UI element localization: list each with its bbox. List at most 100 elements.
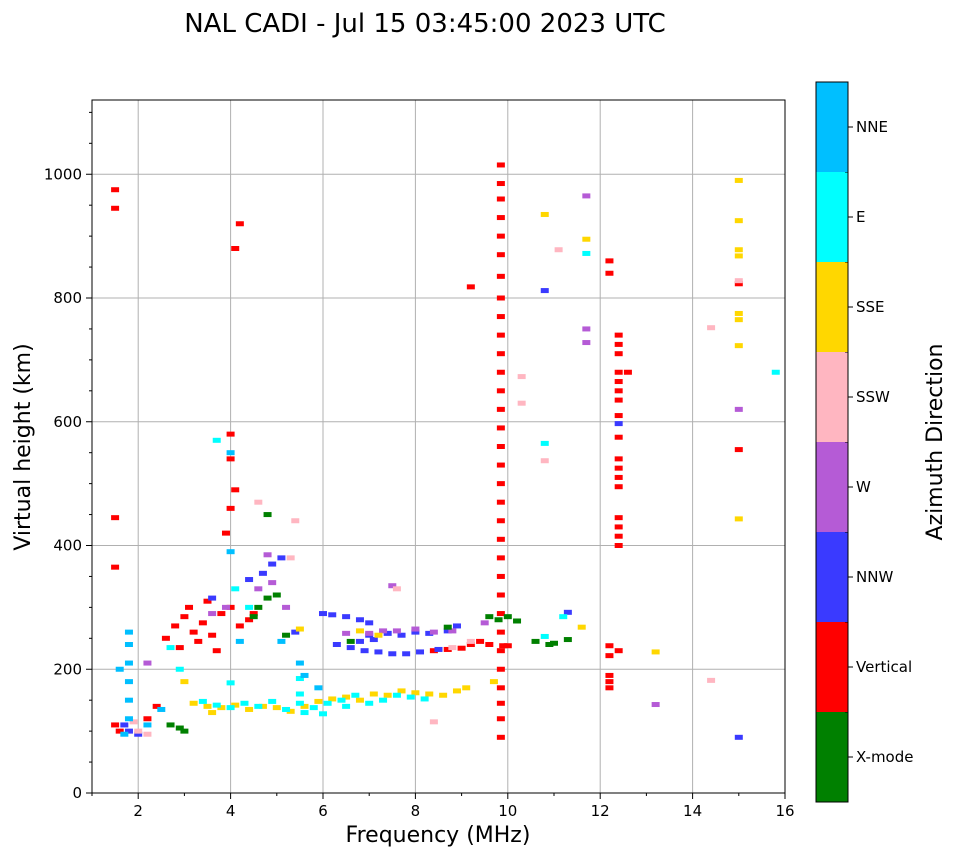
series-f-layer-echoes-vertical-: [111, 187, 743, 734]
data-point: [263, 595, 272, 601]
data-point: [452, 623, 461, 629]
data-point: [443, 646, 452, 652]
series-e-e-layer-: [166, 250, 780, 717]
data-point: [496, 666, 505, 672]
data-point: [268, 580, 277, 586]
data-point: [120, 731, 129, 737]
data-point: [221, 604, 230, 610]
data-point: [379, 697, 388, 703]
data-point: [443, 624, 452, 630]
data-point: [614, 379, 623, 385]
data-point: [235, 638, 244, 644]
data-point: [614, 474, 623, 480]
data-point: [115, 666, 124, 672]
data-point: [152, 703, 161, 709]
data-point: [605, 685, 614, 691]
data-point: [614, 456, 623, 462]
data-point: [614, 341, 623, 347]
data-point: [355, 628, 364, 634]
data-point: [180, 679, 189, 685]
data-point: [226, 549, 235, 555]
data-point: [226, 431, 235, 437]
data-point: [355, 697, 364, 703]
colorbar-segment: [816, 352, 848, 442]
data-point: [134, 728, 143, 734]
data-point: [365, 630, 374, 636]
data-point: [286, 708, 295, 714]
data-point: [540, 440, 549, 446]
data-point: [171, 623, 180, 629]
data-point: [143, 660, 152, 666]
data-point: [734, 218, 743, 224]
data-point: [496, 332, 505, 338]
data-point: [494, 617, 503, 623]
x-tick-label: 16: [775, 802, 794, 820]
data-point: [277, 638, 286, 644]
data-point: [295, 700, 304, 706]
grid-layer: [92, 100, 786, 794]
data-point: [496, 252, 505, 258]
data-point: [614, 421, 623, 427]
data-point: [411, 629, 420, 635]
data-point: [189, 700, 198, 706]
y-tick-label: 600: [53, 413, 82, 431]
data-point: [614, 351, 623, 357]
data-point: [337, 697, 346, 703]
data-point: [734, 253, 743, 259]
data-point: [496, 734, 505, 740]
data-point: [240, 700, 249, 706]
data-point: [496, 592, 505, 598]
data-point: [554, 247, 563, 253]
data-point: [272, 592, 281, 598]
data-point: [346, 645, 355, 651]
data-point: [175, 666, 184, 672]
data-point: [496, 351, 505, 357]
series-ssw: [129, 247, 743, 737]
data-point: [614, 484, 623, 490]
data-point: [734, 317, 743, 323]
data-point: [254, 604, 263, 610]
data-point: [198, 698, 207, 704]
data-point: [111, 564, 120, 570]
data-point: [480, 620, 489, 626]
data-point: [577, 624, 586, 630]
data-point: [614, 524, 623, 530]
colorbar-tick-label: NNE: [856, 118, 888, 136]
x-tick-label: 2: [133, 802, 143, 820]
data-point: [328, 612, 337, 618]
data-point: [369, 691, 378, 697]
data-point: [496, 611, 505, 617]
data-point: [342, 694, 351, 700]
data-point: [605, 679, 614, 685]
data-point: [429, 648, 438, 654]
data-point: [489, 679, 498, 685]
data-point: [124, 716, 133, 722]
data-point: [496, 462, 505, 468]
data-point: [425, 691, 434, 697]
data-point: [397, 688, 406, 694]
data-point: [383, 630, 392, 636]
data-point: [411, 690, 420, 696]
data-point: [614, 434, 623, 440]
data-point: [212, 437, 221, 443]
data-point: [319, 611, 327, 617]
data-point: [286, 555, 295, 561]
data-point: [429, 629, 438, 635]
data-point: [383, 692, 392, 698]
data-point: [342, 630, 351, 636]
data-point: [295, 660, 304, 666]
data-point: [496, 444, 505, 449]
data-point: [605, 653, 614, 659]
data-point: [300, 710, 309, 716]
data-point: [355, 638, 364, 644]
data-point: [388, 651, 397, 657]
data-point: [496, 536, 505, 542]
data-point: [496, 700, 505, 706]
data-point: [277, 555, 286, 561]
data-point: [392, 628, 401, 634]
data-point: [309, 705, 318, 711]
data-point: [258, 703, 267, 709]
tick-layer: 2 4 6 8 10 12 14 16 0 200 400 600 800 1000: [44, 111, 795, 820]
data-point: [282, 632, 291, 638]
data-point: [295, 691, 304, 697]
